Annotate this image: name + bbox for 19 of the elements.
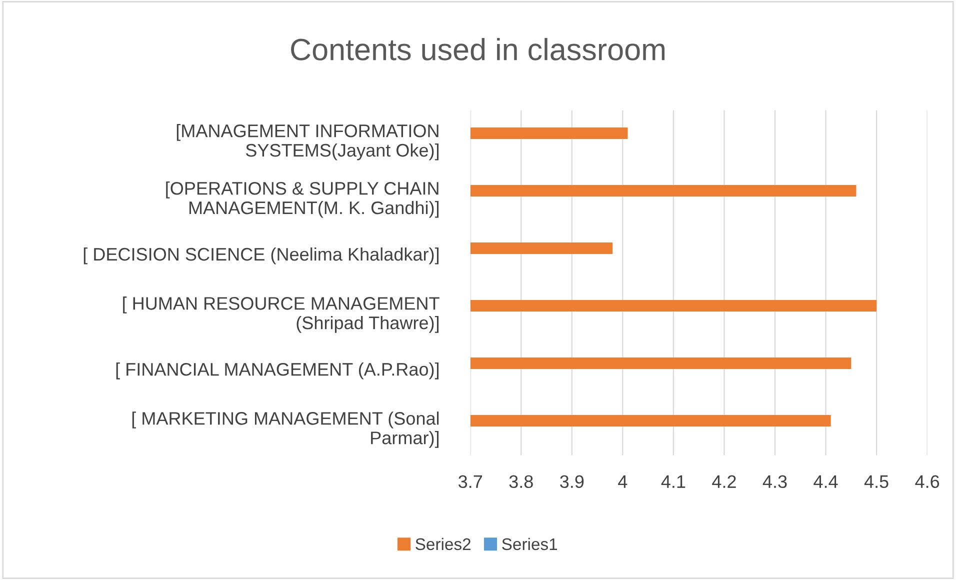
- y-tick-label: [MANAGEMENT INFORMATION SYSTEMS(Jayant Oke)]: [176, 124, 439, 160]
- legend-label: Series1: [502, 538, 558, 550]
- legend-label: Series2: [416, 538, 470, 550]
- x-tick-label: 3.9: [560, 475, 584, 488]
- y-tick-label: [ FINANCIAL MANAGEMENT (A.P.Rao)]: [116, 362, 439, 380]
- x-tick-label: 4.1: [661, 475, 686, 488]
- x-tick-label: 3.8: [509, 475, 533, 488]
- x-tick-label: 3.7: [458, 475, 482, 488]
- x-tick-label: 4.5: [864, 475, 888, 488]
- y-tick-label: [ HUMAN RESOURCE MANAGEMENT (Shripad Thawre)]: [123, 296, 440, 333]
- x-tick-label: 4.3: [762, 475, 787, 488]
- y-tick-label: [ MARKETING MANAGEMENT (Sonal Parmar)]: [132, 412, 439, 448]
- x-tick-label: 4.2: [712, 475, 736, 488]
- y-tick-label: [OPERATIONS & SUPPLY CHAIN MANAGEMENT(M. K. Gandhi)]: [166, 182, 439, 218]
- x-tick-label: 4.6: [915, 475, 940, 488]
- x-tick-label: 4.4: [814, 475, 838, 488]
- x-tick-label: 4: [618, 475, 628, 488]
- y-tick-label: [ DECISION SCIENCE (Neelima Khaladkar)]: [84, 247, 439, 264]
- chart-title: Contents used in classroom: [291, 38, 665, 60]
